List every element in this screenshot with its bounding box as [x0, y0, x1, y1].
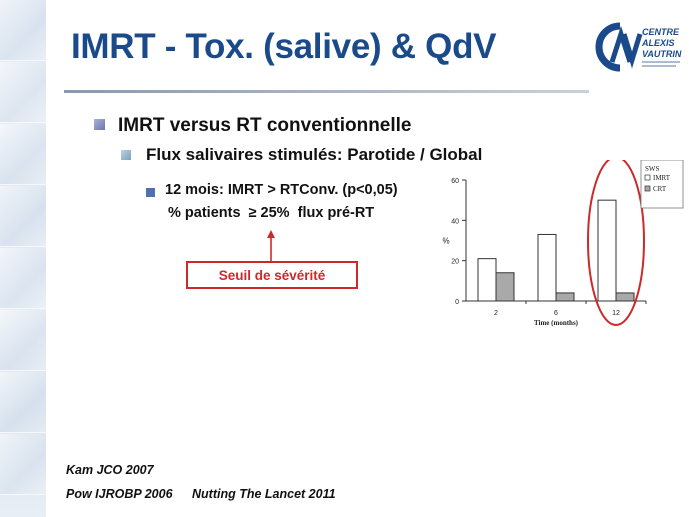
bullet-level2-text: Flux salivaires stimulés: Parotide / Glo… [146, 145, 483, 164]
legend-label-crt: CRT [653, 185, 667, 193]
bar-imrt-6 [537, 233, 557, 302]
x-tick-label: 12 [612, 310, 620, 317]
bar-crt-12 [615, 292, 635, 302]
bullet-level2: Flux salivaires stimulés: Parotide / Glo… [120, 145, 482, 165]
highlight-ellipse [587, 160, 645, 326]
arrow-up-icon [267, 230, 275, 261]
bar-imrt-12 [597, 199, 617, 302]
y-tick-label: 40 [451, 218, 459, 225]
bar-crt-2 [495, 272, 515, 302]
legend-label-imrt: IMRT [653, 174, 671, 182]
logo-a-shape [609, 25, 633, 63]
legend-swatch-crt [644, 185, 651, 192]
y-axis-label: % [442, 237, 449, 246]
title-underline [64, 90, 589, 93]
slide-title: IMRT - Tox. (salive) & QdV [71, 27, 497, 66]
severity-threshold-callout: Seuil de sévérité [186, 261, 358, 289]
x-tick-label: 2 [494, 310, 498, 317]
bullet-square-icon [121, 150, 131, 160]
bar-crt-6 [555, 292, 575, 302]
bullet-square-icon [146, 188, 155, 197]
legend-title: SWS [645, 165, 660, 173]
bullet-level3: 12 mois: IMRT > RTConv. (p<0,05) [145, 182, 398, 198]
bullet-level3-sub: % patients ≥ 25% flux pré-RT [168, 205, 375, 221]
y-tick-label: 20 [451, 259, 459, 266]
x-tick-label: 6 [554, 310, 558, 317]
logo-v-shape [621, 33, 643, 69]
reference-pow: Pow IJROBP 2006 [66, 487, 173, 501]
bullet-square-icon [94, 119, 105, 130]
strip-tile [0, 0, 46, 61]
strip-tile [0, 62, 46, 123]
left-decorative-strip [0, 0, 46, 517]
y-tick-label: 60 [451, 178, 459, 185]
strip-tile [0, 310, 46, 371]
logo-line2: ALEXIS [641, 38, 675, 48]
legend-box [640, 160, 684, 209]
bullet-level3-text: 12 mois: IMRT > RTConv. (p<0,05) [165, 182, 398, 198]
strip-tile [0, 124, 46, 185]
x-axis-label: Time (months) [534, 319, 579, 327]
strip-tile [0, 186, 46, 247]
reference-kam: Kam JCO 2007 [66, 463, 154, 477]
legend-swatch-imrt [644, 174, 651, 181]
logo-line3: VAUTRIN [642, 49, 682, 59]
centre-alexis-vautrin-logo: CENTRE ALEXIS VAUTRIN [595, 22, 682, 72]
logo-c-arc [595, 22, 621, 72]
strip-tile [0, 372, 46, 433]
bullet-level1: IMRT versus RT conventionnelle [92, 115, 412, 137]
y-tick-label: 0 [455, 299, 459, 306]
strip-tile [0, 434, 46, 495]
reference-nutting: Nutting The Lancet 2011 [192, 487, 336, 501]
bar-imrt-2 [477, 258, 497, 302]
bullet-level1-text: IMRT versus RT conventionnelle [118, 115, 412, 136]
strip-tile [0, 248, 46, 309]
logo-line1: CENTRE [642, 27, 680, 37]
